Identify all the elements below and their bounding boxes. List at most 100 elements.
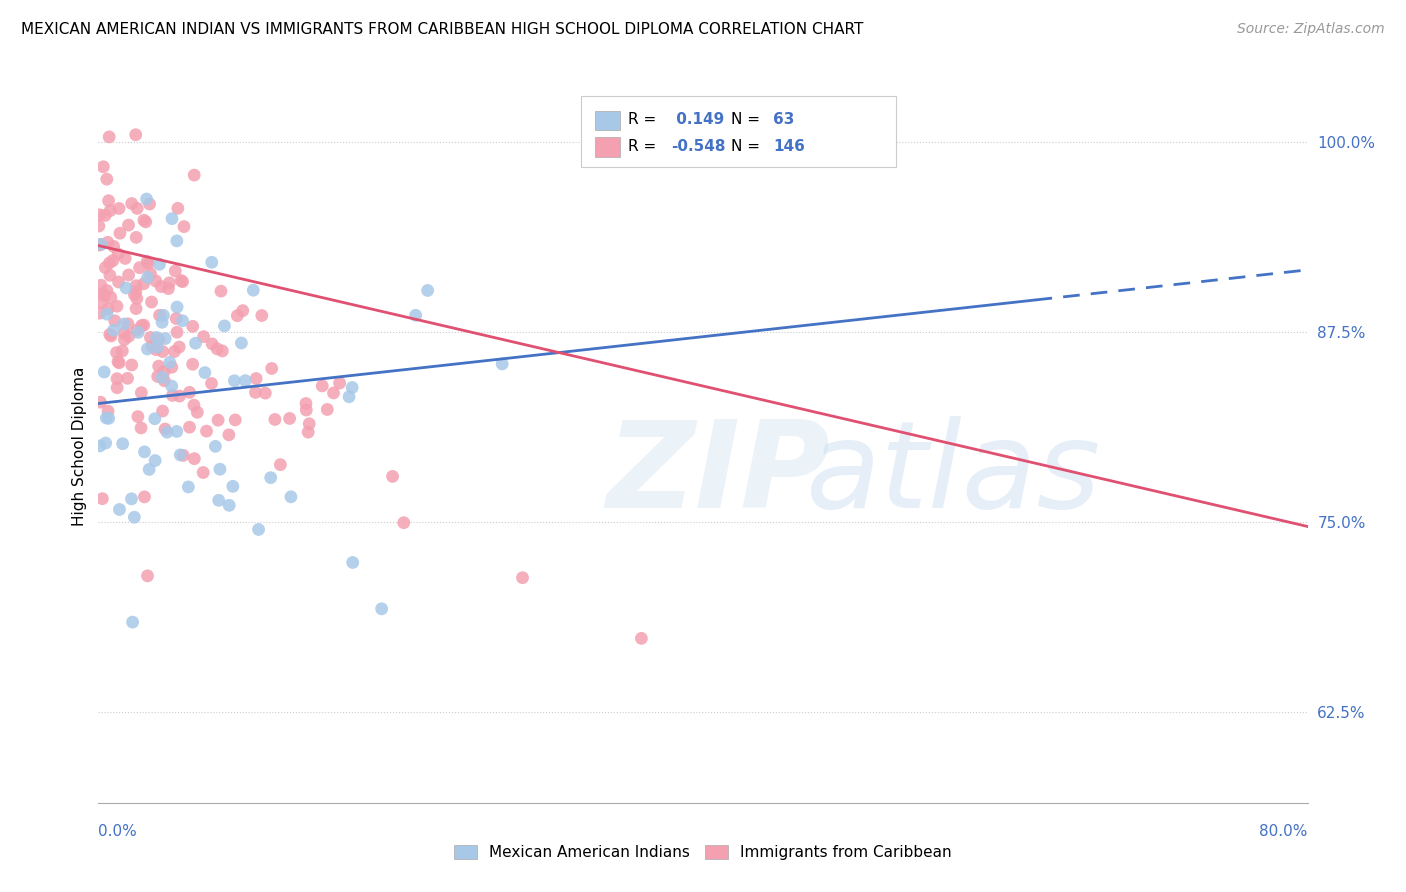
Point — [90, 295, 112, 310]
Point — [90, 278, 112, 293]
Text: R =: R = — [628, 112, 662, 127]
Point — [172, 449, 194, 463]
Point — [201, 255, 224, 269]
Point — [135, 215, 157, 229]
Point — [166, 300, 188, 314]
Point — [247, 523, 270, 537]
Point — [97, 194, 120, 208]
Text: N =: N = — [731, 112, 765, 127]
Point — [117, 268, 139, 282]
Point — [153, 332, 176, 346]
Point — [169, 389, 191, 403]
Point — [179, 385, 201, 400]
Point — [153, 422, 176, 436]
Point — [136, 254, 159, 268]
Point — [250, 309, 273, 323]
Text: 63: 63 — [773, 112, 794, 127]
Point — [145, 274, 167, 288]
Point — [157, 282, 180, 296]
Point — [311, 379, 333, 393]
Point — [98, 268, 121, 283]
Point — [194, 366, 217, 380]
Text: ZIP: ZIP — [606, 416, 830, 533]
Point — [114, 333, 136, 347]
Point — [94, 436, 117, 450]
Point — [163, 344, 186, 359]
Point — [97, 301, 120, 316]
Point — [98, 129, 121, 144]
Point — [214, 318, 236, 333]
Point — [183, 168, 205, 182]
Point — [491, 357, 513, 371]
Point — [118, 329, 141, 343]
Point — [143, 411, 166, 425]
Point — [231, 336, 253, 351]
Point — [97, 404, 120, 418]
Point — [105, 299, 128, 313]
Point — [148, 359, 170, 373]
Point — [89, 306, 111, 320]
Point — [112, 317, 135, 331]
Point — [166, 425, 188, 439]
Point — [160, 211, 183, 226]
Point — [370, 602, 392, 616]
Point — [101, 253, 124, 268]
Point — [156, 425, 179, 440]
Point — [91, 160, 114, 174]
Point — [150, 315, 173, 329]
Point — [103, 323, 125, 337]
Point — [115, 281, 138, 295]
Point — [145, 330, 167, 344]
Point — [98, 203, 121, 218]
Point — [159, 355, 181, 369]
Point — [392, 516, 415, 530]
Point — [207, 413, 229, 427]
Text: 0.149: 0.149 — [671, 112, 724, 127]
Point — [148, 333, 170, 347]
Point — [131, 318, 153, 333]
Point — [90, 237, 112, 252]
Point — [329, 376, 352, 390]
Point — [93, 365, 115, 379]
Point — [278, 411, 301, 425]
Point — [298, 417, 321, 431]
Point — [136, 270, 159, 285]
Point — [121, 615, 143, 629]
Point — [103, 239, 125, 253]
Point — [260, 470, 283, 484]
Point — [211, 343, 233, 358]
Point — [138, 257, 160, 271]
Point — [139, 267, 162, 281]
Point — [132, 277, 155, 291]
Point — [232, 303, 254, 318]
Point — [193, 329, 215, 343]
Text: 0.0%: 0.0% — [98, 824, 138, 839]
Point — [107, 275, 129, 289]
Point — [127, 326, 149, 340]
Point — [107, 247, 129, 261]
Point — [209, 284, 232, 298]
Point — [201, 337, 224, 351]
Point — [117, 218, 139, 232]
Point — [97, 235, 120, 250]
Point — [90, 237, 112, 252]
Text: -0.548: -0.548 — [671, 139, 725, 153]
Point — [89, 238, 111, 252]
Text: atlas: atlas — [806, 416, 1101, 533]
Point — [96, 411, 118, 425]
Point — [222, 479, 245, 493]
Point — [117, 371, 139, 385]
Point — [89, 208, 111, 222]
Point — [132, 318, 155, 333]
Point — [186, 405, 208, 419]
Point — [138, 462, 160, 476]
Point — [208, 462, 231, 476]
Point — [297, 425, 319, 439]
Point — [94, 208, 117, 222]
Point — [170, 274, 193, 288]
Point — [165, 311, 187, 326]
Point — [136, 569, 159, 583]
Point — [98, 256, 121, 270]
Point — [181, 319, 204, 334]
Point — [146, 340, 169, 354]
